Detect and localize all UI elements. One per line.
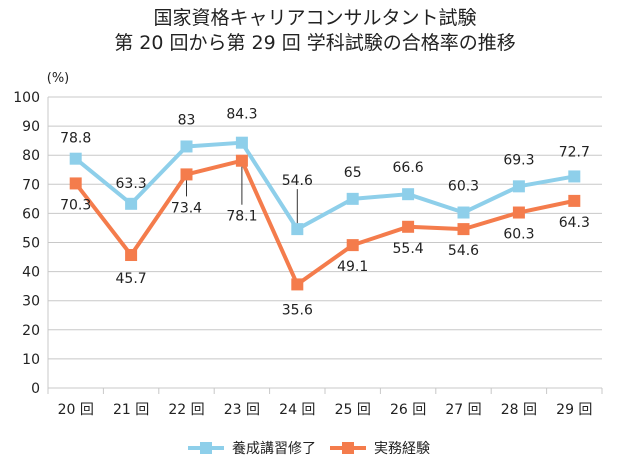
series-1-point-6 (402, 220, 415, 233)
series-0-point-6 (402, 188, 415, 201)
axes: 0 10 20 30 40 50 60 70 80 90 100 (%) 20 回 21 回 22 回 23 … (13, 71, 603, 418)
series-1-data-label-7: 54.6 (448, 243, 479, 259)
series-1-point-1 (125, 249, 138, 262)
legend-marker-1 (342, 442, 354, 454)
series-line-0 (73, 140, 577, 232)
y-tick-label-80: 80 (22, 148, 40, 164)
y-tick-label-0: 0 (31, 381, 40, 397)
series-0-data-label-8: 69.3 (503, 152, 534, 168)
series-0-data-label-1: 63.3 (116, 176, 147, 192)
series-line-1 (73, 158, 577, 287)
y-axis-unit-label: (%) (47, 71, 70, 86)
series-1-data-label-3: 78.1 (226, 209, 257, 225)
series-0-point-5 (346, 192, 359, 205)
y-tick-label-90: 90 (22, 119, 40, 135)
series-0-data-label-9: 72.7 (559, 144, 590, 160)
series-0-point-3 (235, 136, 248, 149)
chart-title-line-1: 国家資格キャリアコンサルタント試験 (153, 7, 477, 29)
series-1-data-label-5: 49.1 (337, 259, 368, 275)
chart-title-line-2: 第 20 回から第 29 回 学科試験の合格率の推移 (114, 32, 516, 54)
series-1-data-label-2: 73.4 (171, 200, 202, 216)
series-0-data-label-3: 84.3 (226, 107, 257, 123)
series-0-data-label-2: 83 (178, 112, 196, 128)
series-1-point-2 (180, 168, 193, 181)
series-1-point-7 (457, 223, 470, 236)
series-1-point-4 (291, 278, 304, 291)
x-tick-label-7: 27 回 (445, 402, 481, 418)
y-tick-label-40: 40 (22, 265, 40, 281)
series (69, 136, 581, 291)
y-tick-label-30: 30 (22, 294, 40, 310)
series-0-data-label-6: 66.6 (393, 160, 424, 176)
series-1-data-label-4: 35.6 (282, 302, 313, 318)
series-1-point-0 (69, 177, 82, 190)
series-0-data-label-4: 54.6 (282, 173, 313, 189)
series-0-data-label-7: 60.3 (448, 179, 479, 195)
series-0-point-4 (291, 223, 304, 236)
series-0-point-8 (512, 180, 525, 193)
x-tick-label-1: 21 回 (113, 402, 149, 418)
series-0-point-1 (125, 197, 138, 210)
data-labels: 78.8 63.3 83 84.3 54.6 65 66.6 60.3 69.3 72.7 70.3… (60, 107, 590, 319)
chart-title: 国家資格キャリアコンサルタント試験 第 20 回から第 29 回 学科試験の合格… (0, 6, 630, 56)
series-0-point-2 (180, 140, 193, 153)
series-1-data-label-0: 70.3 (60, 197, 91, 213)
series-1-point-3 (235, 154, 248, 167)
y-tick-label-20: 20 (22, 323, 40, 339)
legend-label-0: 養成講習修了 (232, 440, 316, 457)
x-tick-label-8: 28 回 (501, 402, 537, 418)
legend: 養成講習修了 実務経験 (188, 440, 430, 457)
series-0-point-0 (69, 152, 82, 165)
x-tick-label-0: 20 回 (58, 402, 94, 418)
x-tick-label-6: 26 回 (390, 402, 426, 418)
series-1-data-label-8: 60.3 (503, 227, 534, 243)
series-1-data-label-9: 64.3 (559, 215, 590, 231)
series-0-data-label-5: 65 (344, 165, 362, 181)
legend-marker-0 (200, 442, 212, 454)
series-1-point-9 (568, 194, 581, 207)
x-tick-label-2: 22 回 (168, 402, 204, 418)
series-0-point-7 (457, 206, 470, 219)
series-1-data-label-1: 45.7 (116, 271, 147, 287)
y-tick-label-70: 70 (22, 177, 40, 193)
x-tick-label-4: 24 回 (279, 402, 315, 418)
x-tick-label-3: 23 回 (224, 402, 260, 418)
y-tick-label-100: 100 (13, 90, 40, 106)
x-tick-label-5: 25 回 (335, 402, 371, 418)
series-1-point-8 (512, 206, 525, 219)
series-1-data-label-6: 55.4 (393, 241, 424, 257)
y-tick-label-60: 60 (22, 206, 40, 222)
series-0-data-label-0: 78.8 (60, 131, 91, 147)
series-0-point-9 (568, 170, 581, 183)
x-tick-label-9: 29 回 (556, 402, 592, 418)
y-tick-label-50: 50 (22, 236, 40, 252)
series-1-point-5 (346, 239, 359, 252)
legend-label-1: 実務経験 (374, 441, 430, 457)
y-tick-label-10: 10 (22, 352, 40, 368)
